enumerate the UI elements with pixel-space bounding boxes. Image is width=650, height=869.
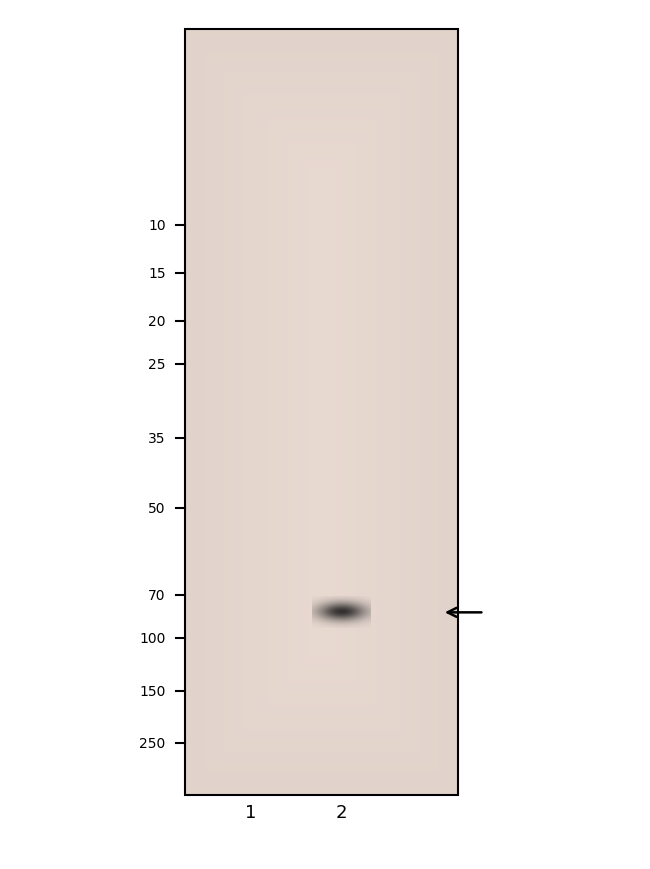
Text: 35: 35 — [148, 432, 166, 446]
Bar — [185, 30, 458, 795]
Text: 2: 2 — [335, 804, 347, 821]
Text: 20: 20 — [148, 315, 166, 328]
Text: 70: 70 — [148, 588, 166, 602]
Text: 250: 250 — [140, 736, 166, 750]
Text: 150: 150 — [139, 684, 166, 698]
Text: 1: 1 — [244, 804, 256, 821]
Text: 15: 15 — [148, 267, 166, 281]
Text: 10: 10 — [148, 219, 166, 233]
Text: 100: 100 — [139, 632, 166, 646]
Text: 50: 50 — [148, 501, 166, 515]
Text: 25: 25 — [148, 358, 166, 372]
